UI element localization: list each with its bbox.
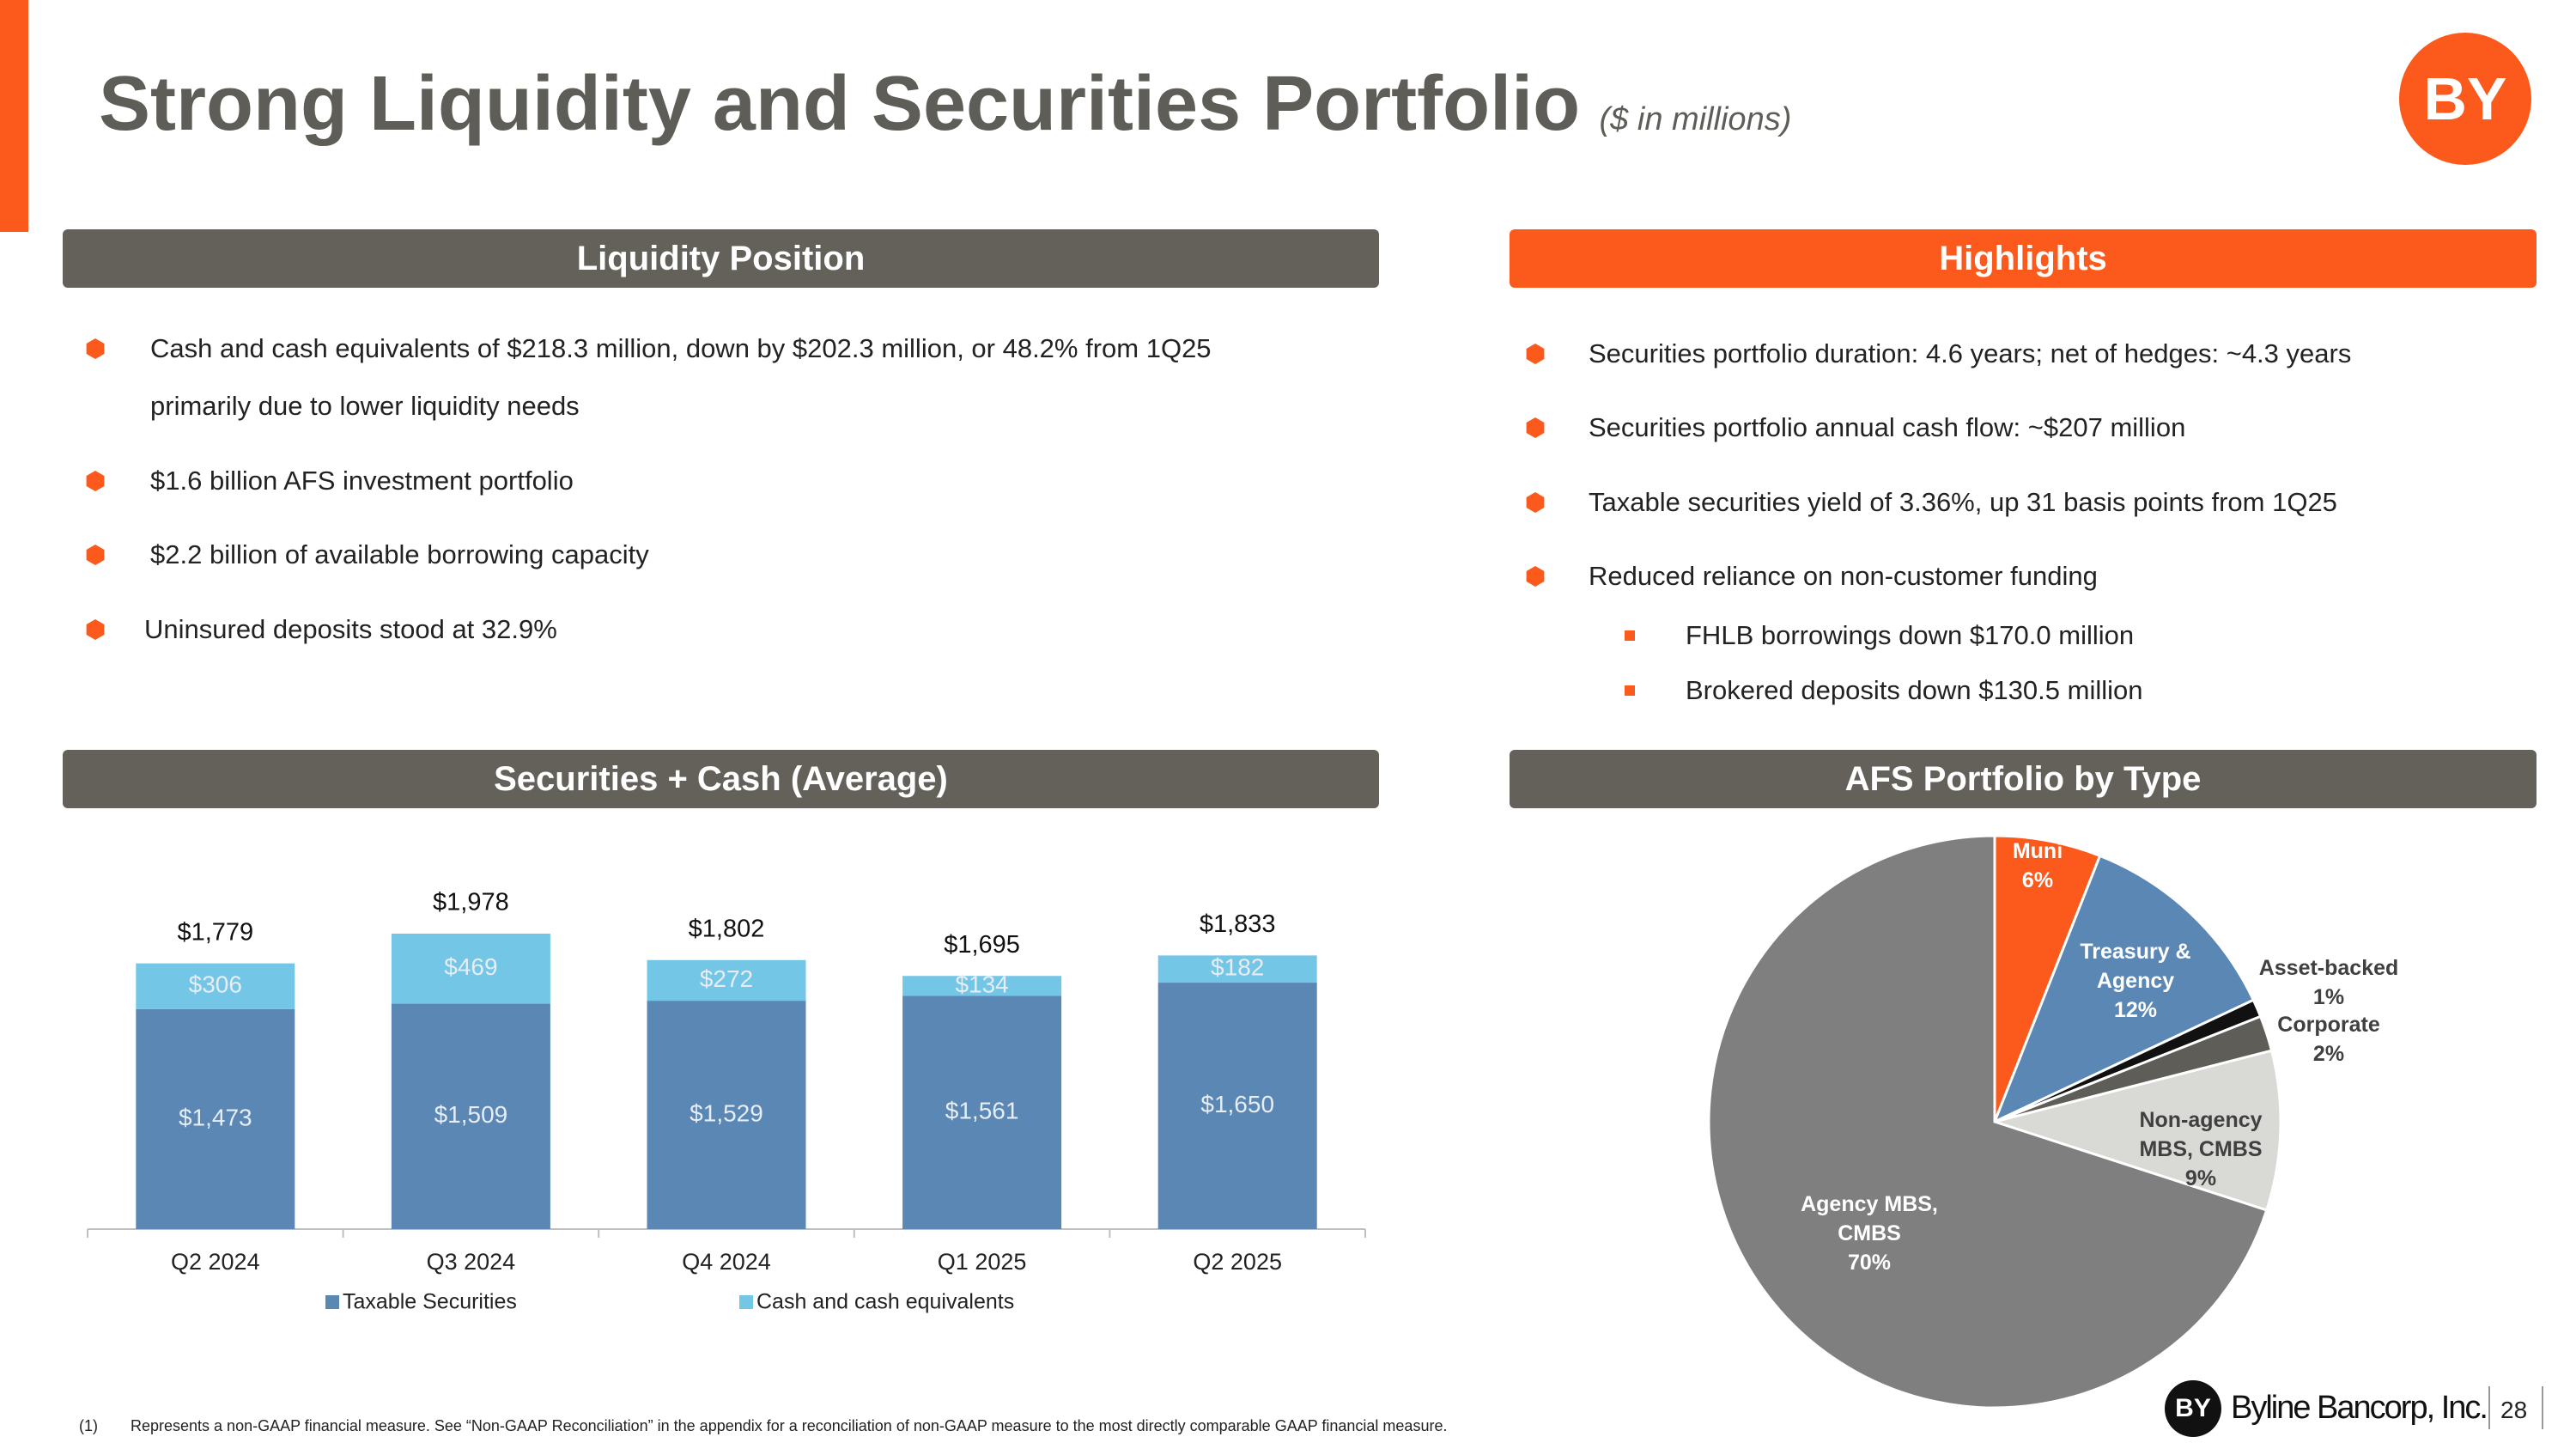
pie-label-value: 1%: [2312, 985, 2345, 1009]
legend-swatch: [325, 1295, 339, 1309]
pie-label-value: 70%: [1847, 1251, 1892, 1275]
bullet-marker: [1526, 566, 1545, 587]
chart-header: AFS Portfolio by Type: [1510, 750, 2537, 808]
accent-bar: [0, 0, 28, 232]
pie-label: Corporate 2%: [2243, 1010, 2415, 1068]
separator: [2488, 1386, 2490, 1429]
pie-label-name: Corporate: [2277, 1013, 2380, 1037]
x-tick-label: Q2 2024: [171, 1249, 260, 1275]
bullet-marker: [1526, 492, 1545, 513]
bar-segment: [647, 959, 806, 1002]
bullet-marker: [1526, 344, 1545, 364]
bullet-text: Securities portfolio duration: 4.6 years…: [1589, 338, 2352, 368]
pie-label: Agency MBS, CMBS 70%: [1795, 1190, 1945, 1277]
bar-segment: [902, 976, 1062, 996]
bullet-text: Cash and cash equivalents of $218.3 mill…: [150, 333, 1212, 421]
bullet-marker: [86, 338, 105, 359]
pie-slice: [1993, 834, 2102, 1123]
bar-segment: [1157, 955, 1317, 983]
pie-label-name: Muni: [2012, 839, 2063, 863]
title-row: Strong Liquidity and Securities Portfoli…: [99, 60, 1791, 149]
value-label: $1,509: [434, 1101, 508, 1128]
title: Strong Liquidity and Securities Portfoli…: [99, 61, 1581, 147]
bar-segment: [136, 1008, 295, 1229]
pie-label: Non-agency MBS, CMBS 9%: [2122, 1105, 2281, 1193]
total-label: $1,695: [944, 931, 1020, 959]
footnote-marker: (1): [79, 1417, 98, 1434]
subtitle: ($ in millions): [1599, 101, 1792, 137]
pie-slice: [1707, 834, 2269, 1409]
x-tick-label: Q1 2025: [938, 1249, 1027, 1275]
pie-label-value: 6%: [2021, 868, 2054, 892]
section-header: Liquidity Position: [63, 229, 1379, 288]
section-header: Highlights: [1510, 229, 2537, 288]
bullet-marker: [86, 471, 105, 491]
chart-header: Securities + Cash (Average): [63, 750, 1379, 808]
pie-label-name: Agency MBS, CMBS: [1801, 1192, 1938, 1245]
total-label: $1,833: [1200, 910, 1276, 938]
pie-label-name: Non-agency MBS, CMBS: [2139, 1108, 2263, 1161]
page-number: 28: [2500, 1397, 2528, 1423]
total-label: $1,802: [689, 915, 765, 942]
logo: BY: [2399, 33, 2531, 165]
value-label: $182: [1211, 954, 1264, 981]
bullet-text: $2.2 billion of available borrowing capa…: [150, 539, 649, 569]
value-label: $1,529: [690, 1099, 763, 1126]
value-label: $272: [700, 965, 753, 992]
value-label: $134: [955, 971, 1008, 997]
brand-mark: BY: [2165, 1380, 2221, 1437]
x-tick-label: Q2 2025: [1193, 1249, 1282, 1275]
pie-slice: [1992, 854, 2256, 1124]
bullet-text: Reduced reliance on non-customer funding: [1589, 561, 2098, 591]
pie-label: Muni 6%: [1986, 837, 2089, 895]
pie-label-value: 9%: [2184, 1166, 2217, 1190]
bullet-text: Uninsured deposits stood at 32.9%: [144, 614, 557, 644]
bar-segment: [391, 934, 550, 1004]
sub-bullet-text: FHLB borrowings down $170.0 million: [1686, 620, 2135, 650]
bullet-marker: [86, 619, 105, 640]
value-label: $1,561: [945, 1098, 1019, 1124]
sub-bullet-marker: [1625, 685, 1635, 696]
value-label: $469: [444, 953, 497, 980]
brand-name: Byline Bancorp, Inc.: [2231, 1390, 2488, 1426]
pie-label-value: 2%: [2312, 1042, 2345, 1066]
separator: [2542, 1386, 2543, 1429]
sub-bullet-text: Brokered deposits down $130.5 million: [1686, 675, 2143, 705]
total-label: $1,779: [177, 918, 253, 946]
total-label: $1,978: [433, 889, 509, 916]
bar-segment: [1157, 983, 1317, 1229]
value-label: $1,650: [1200, 1091, 1274, 1117]
pie-label-name: Asset-backed: [2258, 956, 2399, 980]
bar-segment: [902, 995, 1062, 1229]
pie-label-value: 12%: [2113, 998, 2158, 1022]
bar-segment: [391, 1003, 550, 1229]
legend-swatch: [739, 1295, 753, 1309]
footnote-text: Represents a non-GAAP financial measure.…: [131, 1417, 1448, 1434]
bar-segment: [136, 963, 295, 1009]
bullet-text: $1.6 billion AFS investment portfolio: [150, 466, 574, 496]
bar-segment: [647, 1001, 806, 1229]
bullet-marker: [86, 545, 105, 565]
bullet-marker: [1526, 417, 1545, 438]
pie-label: Treasury & Agency 12%: [2067, 937, 2204, 1025]
x-tick-label: Q4 2024: [682, 1249, 771, 1275]
value-label: $306: [189, 971, 242, 998]
legend-label: Taxable Securities: [343, 1290, 517, 1314]
pie-slice: [1990, 1049, 2282, 1212]
pie-label: Asset-backed 1%: [2217, 953, 2440, 1012]
value-label: $1,473: [179, 1104, 252, 1130]
bullet-text: Securities portfolio annual cash flow: ~…: [1589, 412, 2186, 442]
sub-bullet-marker: [1625, 630, 1635, 641]
x-tick-label: Q3 2024: [427, 1249, 516, 1275]
bullet-text: Taxable securities yield of 3.36%, up 31…: [1589, 487, 2337, 517]
legend-label: Cash and cash equivalents: [756, 1290, 1014, 1314]
pie-label-name: Treasury & Agency: [2080, 940, 2191, 993]
